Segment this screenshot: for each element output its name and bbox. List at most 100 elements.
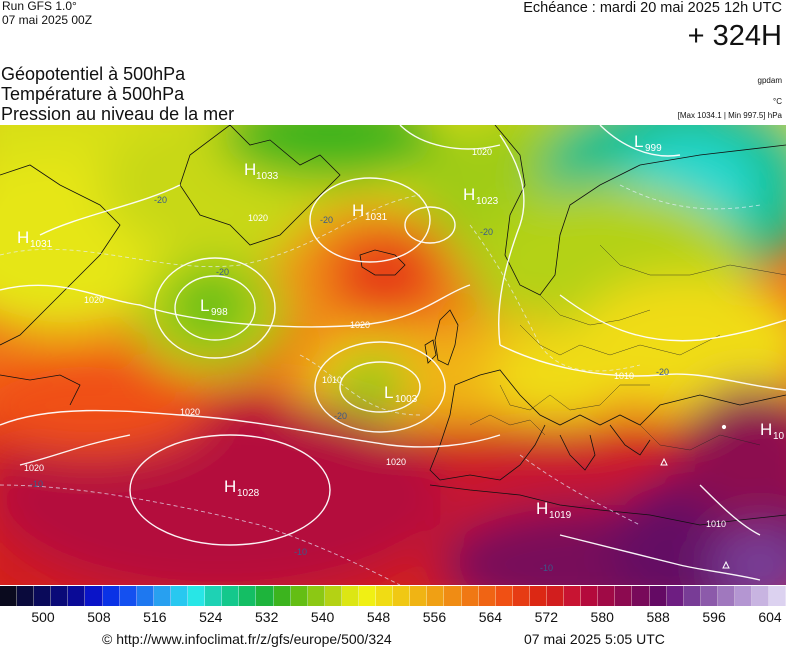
pressure-center-high: H 1023 (463, 185, 499, 207)
pressure-center-value: 1019 (549, 510, 572, 521)
title-temperature: Température à 500hPa (1, 84, 185, 104)
footer-source-url[interactable]: © http://www.infoclimat.fr/z/gfs/europe/… (102, 631, 392, 647)
pressure-center-letter: H (463, 185, 475, 204)
colorbar-swatch (153, 586, 171, 606)
isotherm-label: -20 (334, 411, 347, 421)
colorbar-tick-label: 516 (143, 609, 167, 625)
forecast-lead-time: + 324H (687, 20, 782, 52)
pressure-center-letter: H (760, 420, 772, 439)
pressure-center-high: H 1031 (352, 201, 388, 223)
run-date: 07 mai 2025 00Z (2, 13, 93, 27)
colorbar-swatch (512, 586, 530, 606)
geopotential-field (0, 125, 786, 585)
isobar-label: 1020 (472, 147, 492, 157)
run-label: Run GFS 1.0° (2, 0, 77, 13)
triangle-markers (660, 424, 730, 569)
colorbar-labels: 500 508 516 524 532 540 548 556 564 572 580 588 596 6… (0, 609, 786, 627)
colorbar-tick-label: 580 (590, 609, 614, 625)
colorbar-swatch (0, 586, 18, 606)
colorbar-swatch (34, 586, 52, 606)
pressure-center-value: 1023 (476, 196, 499, 207)
isotherm-label: -10 (540, 563, 553, 573)
colorbar-swatch (683, 586, 701, 606)
colorbar-swatch (358, 586, 377, 606)
colorbar-swatch (649, 586, 667, 606)
colorbar-tick-label: 524 (199, 609, 223, 625)
colorbar-swatch (102, 586, 120, 606)
colorbar-swatch (615, 586, 633, 606)
colorbar-swatch (444, 586, 462, 606)
pressure-center-letter: H (17, 228, 29, 247)
colorbar-swatch (752, 586, 770, 606)
isobar-label: 1020 (350, 320, 370, 330)
isobar-label: 1010 (322, 375, 342, 385)
isotherm-labels: -20 -20 -20 -20 -20 -10 -10 -10 -20 (30, 195, 669, 573)
title-geopotential: Géopotentiel à 500hPa (1, 64, 186, 84)
pressure-center-letter: L (384, 383, 393, 402)
colorbar-tick-label: 564 (478, 609, 503, 625)
title-pressure: Pression au niveau de la mer (1, 104, 235, 124)
colorbar-tick-label: 596 (702, 609, 726, 625)
pressure-center-value: 1031 (30, 239, 53, 250)
isobar-label: 1010 (614, 371, 634, 381)
weather-map: H 1033 H 1031 H 1031 H 1023 L 998 L 1003… (0, 125, 786, 585)
isotherm-label: -20 (656, 367, 669, 377)
colorbar-tick-label: 572 (534, 609, 558, 625)
colorbar-swatch (495, 586, 513, 606)
colorbar-tick-label: 508 (87, 609, 111, 625)
isotherm-label: -10 (30, 479, 43, 489)
pressure-center-value: 1031 (365, 212, 388, 223)
pressure-center-high: H 1019 (536, 499, 572, 521)
pressure-center-value: 10 (773, 431, 785, 442)
pressure-center-value: 998 (211, 307, 228, 318)
isobar-label: 1020 (248, 213, 268, 223)
isobar-label: 1020 (386, 457, 406, 467)
pressure-center-high: H 1028 (224, 477, 260, 499)
colorbar-swatch (290, 586, 308, 606)
triangle-icon (722, 560, 730, 569)
pressure-center-letter: H (224, 477, 236, 496)
colorbar-swatch (376, 586, 394, 606)
isotherm-label: -20 (154, 195, 167, 205)
pressure-center-letter: H (352, 201, 364, 220)
colorbar-swatch (341, 586, 359, 606)
pressure-center-low: L 998 (200, 296, 228, 318)
unit-geopotential: gpdam (757, 76, 782, 85)
colorbar-swatch (529, 586, 547, 606)
pressure-center-value: 1033 (256, 171, 279, 182)
colorbar-tick-label: 532 (255, 609, 279, 625)
isotherm-label: -20 (480, 227, 493, 237)
isotherm-label: -20 (320, 215, 333, 225)
colorbar-swatch (222, 586, 240, 606)
pressure-center-low: L 1003 (384, 383, 418, 405)
colorbar-swatch (393, 586, 411, 606)
colorbar-swatch (273, 586, 291, 606)
pressure-center-value: 999 (645, 143, 662, 154)
colorbar-swatch (239, 586, 257, 606)
isobars (0, 125, 786, 581)
isotherm-label: -10 (294, 547, 307, 557)
colorbar-swatch (547, 586, 565, 606)
colorbar-swatch (136, 586, 154, 606)
pressure-center-low: L 999 (634, 132, 662, 154)
colorbar-tick-label: 548 (366, 609, 391, 625)
colorbar-swatch (205, 586, 223, 606)
pressure-center-letter: L (200, 296, 209, 315)
triangle-icon (660, 457, 668, 466)
colorbar-swatch (119, 586, 137, 606)
pressure-center-high: H 1031 (17, 228, 53, 250)
colorbar-swatch (769, 586, 786, 606)
isobar-label: 1010 (706, 519, 726, 529)
colorbar-swatch (666, 586, 684, 606)
colorbar-swatch (307, 586, 325, 606)
isobar-labels: 1020 1020 1020 1020 1020 1020 1020 1010 … (24, 147, 726, 529)
pressure-center-high: H 10 (760, 420, 785, 442)
colorbar-tick-label: 500 (31, 609, 55, 625)
colorbar-tick-label: 556 (422, 609, 447, 625)
pressure-center-letter: H (244, 160, 256, 179)
colorbar-swatch (68, 586, 86, 606)
colorbar-swatch (717, 586, 736, 606)
pressure-center-letter: L (634, 132, 643, 151)
forecast-valid-time: Echéance : mardi 20 mai 2025 12h UTC (523, 0, 782, 16)
colorbar-swatch (581, 586, 599, 606)
